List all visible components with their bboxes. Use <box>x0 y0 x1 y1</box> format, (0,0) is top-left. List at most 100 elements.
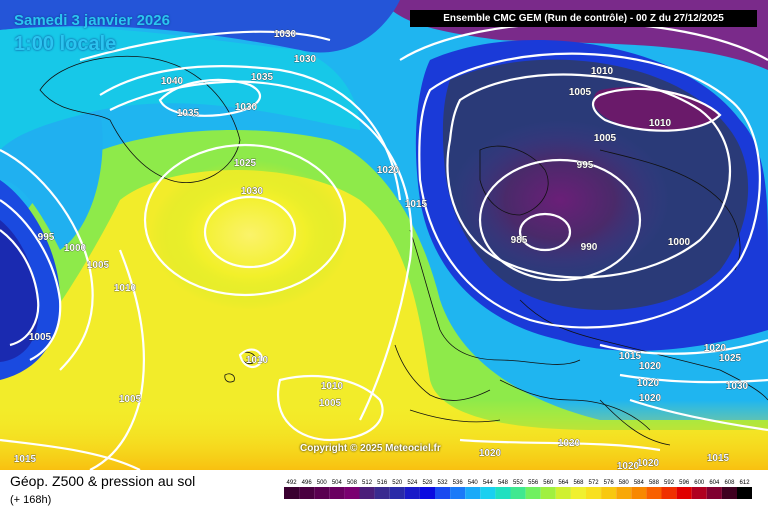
scale-tick-label: 588 <box>649 480 660 486</box>
scale-tick-label: 576 <box>604 480 615 486</box>
scale-color-swatch <box>389 487 405 499</box>
scale-tick-label: 564 <box>558 480 569 486</box>
isobar-label: 1005 <box>594 133 617 144</box>
left-teal <box>0 110 103 250</box>
scale-tick-label: 596 <box>679 480 690 486</box>
orange-bottom-band <box>0 400 768 470</box>
scale-tick-label: 608 <box>724 480 735 486</box>
isobar-label: 1020 <box>377 165 400 176</box>
isobar-label: 990 <box>581 242 598 253</box>
scale-tick-label: 520 <box>392 480 403 486</box>
isobar-label: 1020 <box>704 343 727 354</box>
scale-color-swatch <box>706 487 722 499</box>
scale-tick-label: 556 <box>528 480 539 486</box>
scale-color-swatch <box>510 487 526 499</box>
isobar-label: 1020 <box>637 458 660 469</box>
run-info: Ensemble CMC GEM (Run de contrôle) - 00 … <box>410 10 757 27</box>
isobar-label: 1015 <box>405 199 428 210</box>
scale-color-swatch <box>631 487 647 499</box>
scale-color-swatch <box>737 487 752 499</box>
scale-color-swatch <box>676 487 692 499</box>
scale-tick-label: 560 <box>543 480 554 486</box>
isobar-label: 1010 <box>591 66 614 77</box>
isobar-labels: 1030103010351040103510301025103010201015… <box>14 29 749 470</box>
scale-color-swatch <box>344 487 360 499</box>
isobar-label: 1035 <box>251 72 274 83</box>
left-low-inner <box>0 220 39 362</box>
isobar-label: 1040 <box>161 76 184 87</box>
weather-map: 1030103010351040103510301025103010201015… <box>0 0 768 470</box>
scale-tick-label: 548 <box>498 480 509 486</box>
isobar-label: 1015 <box>619 351 642 362</box>
scale-tick-label: 580 <box>619 480 630 486</box>
isobar-label: 1010 <box>321 381 344 392</box>
isobar-label: 995 <box>577 160 594 171</box>
scale-color-swatch <box>480 487 496 499</box>
isobar-label: 1005 <box>119 394 142 405</box>
scale-tick-label: 528 <box>422 480 433 486</box>
scale-tick-label: 572 <box>589 480 600 486</box>
isobar-label: 1000 <box>668 237 691 248</box>
isobar-label: 1030 <box>294 54 317 65</box>
scale-tick-label: 592 <box>664 480 675 486</box>
isobar-label: 1030 <box>235 102 258 113</box>
isobar-label: 1020 <box>637 378 660 389</box>
scale-color-swatch <box>359 487 375 499</box>
scale-tick-label: 508 <box>347 480 358 486</box>
isobar-label: 1025 <box>234 158 257 169</box>
scale-color-swatch <box>646 487 662 499</box>
low-pressure-core <box>450 120 670 280</box>
isobar-label: 995 <box>38 232 55 243</box>
chart-title: Géop. Z500 & pression au sol <box>10 473 196 489</box>
valid-time: Samedi 3 janvier 2026 1:00 locale <box>14 12 170 56</box>
scale-tick-label: 584 <box>634 480 645 486</box>
scale-tick-label: 524 <box>407 480 418 486</box>
scale-color-swatch <box>299 487 315 499</box>
scale-color-swatch <box>540 487 556 499</box>
scale-tick-label: 568 <box>573 480 584 486</box>
scale-color-swatch <box>435 487 451 499</box>
scale-color-swatch <box>586 487 602 499</box>
time-label: 1:00 locale <box>14 33 117 55</box>
isobar-label: 1030 <box>726 381 749 392</box>
scale-color-swatch <box>525 487 541 499</box>
isobar-label: 1020 <box>639 361 662 372</box>
scale-color-swatch <box>495 487 511 499</box>
isobar-label: 1005 <box>29 332 52 343</box>
isobar-label: 1010 <box>649 118 672 129</box>
isobar-label: 1030 <box>241 186 264 197</box>
scale-tick-label: 604 <box>709 480 720 486</box>
scale-tick-label: 500 <box>317 480 328 486</box>
scale-color-swatch <box>374 487 390 499</box>
scale-color-swatch <box>419 487 435 499</box>
scale-color-swatch <box>616 487 632 499</box>
isobar-label: 1005 <box>319 398 342 409</box>
isobar-label: 1035 <box>177 108 200 119</box>
isobar-label: 1020 <box>558 438 581 449</box>
scale-color-swatch <box>404 487 420 499</box>
isobar-label: 1025 <box>719 353 742 364</box>
scale-color-swatch <box>721 487 737 499</box>
isobar-label: 1020 <box>479 448 502 459</box>
isobar-label: 1020 <box>617 461 640 470</box>
blue-top-band <box>0 0 400 53</box>
isobar-label: 1015 <box>707 453 730 464</box>
copyright: Copyright © 2025 Meteociel.fr <box>300 443 441 454</box>
scale-color-swatch <box>570 487 586 499</box>
scale-tick-label: 552 <box>513 480 524 486</box>
isobar-label: 1005 <box>87 260 110 271</box>
scale-tick-label: 496 <box>302 480 313 486</box>
isobar-label: 1030 <box>274 29 297 40</box>
scale-tick-label: 532 <box>438 480 449 486</box>
scale-color-swatch <box>314 487 330 499</box>
scale-color-swatch <box>465 487 481 499</box>
scale-tick-label: 504 <box>332 480 343 486</box>
isobar-label: 1010 <box>114 283 137 294</box>
forecast-lead: (+ 168h) <box>10 494 52 506</box>
scale-color-swatch <box>661 487 677 499</box>
isobar-label: 1005 <box>569 87 592 98</box>
scale-tick-label: 540 <box>468 480 479 486</box>
scale-color-swatch <box>601 487 617 499</box>
scale-tick-label: 544 <box>483 480 494 486</box>
